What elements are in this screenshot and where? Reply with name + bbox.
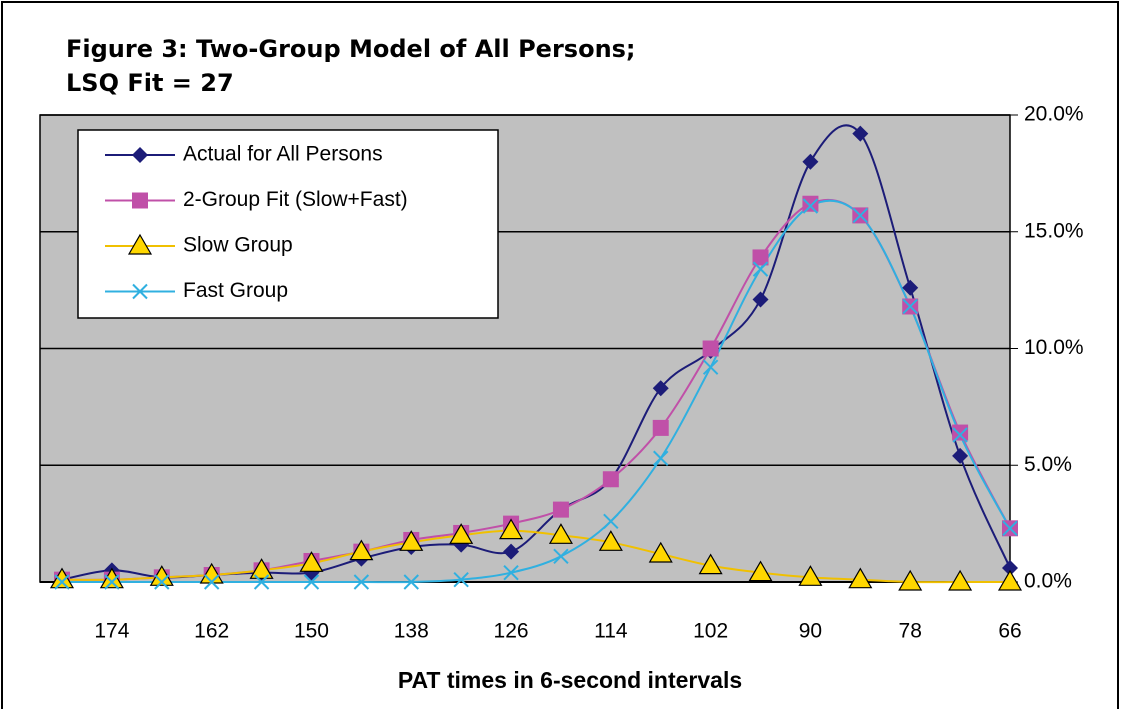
marker-triangle <box>748 560 773 582</box>
marker-x <box>1002 520 1018 537</box>
marker-x <box>852 207 869 224</box>
legend-box <box>77 129 499 319</box>
marker-triangle <box>698 553 723 575</box>
marker-diamond <box>952 447 969 464</box>
x-tick-label: 126 <box>494 620 529 643</box>
legend-label: Actual for All Persons <box>183 143 383 166</box>
marker-triangle <box>299 551 324 572</box>
x-tick-label: 114 <box>594 620 628 643</box>
y-tick-label: 15.0% <box>1024 219 1084 242</box>
marker-triangle <box>948 569 973 591</box>
marker-triangle <box>997 569 1023 591</box>
marker-diamond <box>752 291 769 308</box>
marker-x <box>453 571 469 588</box>
marker-square <box>702 340 719 357</box>
marker-x <box>104 574 120 590</box>
x-tick-label: 90 <box>799 620 822 643</box>
marker-triangle <box>349 539 374 561</box>
x-tick-label: 78 <box>899 620 922 643</box>
y-tick-label: 0.0% <box>1024 570 1072 593</box>
marker-x <box>503 564 519 581</box>
marker-triangle <box>499 518 524 540</box>
marker-x <box>253 574 270 590</box>
marker-triangle <box>127 233 153 255</box>
marker-x <box>403 574 419 590</box>
x-tick-label: 162 <box>194 620 229 643</box>
marker-triangle <box>598 530 623 551</box>
marker-x <box>132 283 148 300</box>
y-tick-label: 10.0% <box>1024 336 1084 359</box>
marker-triangle <box>798 565 823 586</box>
series-line <box>61 199 1011 584</box>
marker-x <box>154 574 170 590</box>
marker-triangle <box>898 569 923 591</box>
marker-diamond <box>1002 559 1018 576</box>
x-axis-label: PAT times in 6-second intervals <box>398 667 742 693</box>
marker-x <box>553 548 569 565</box>
x-tick-label: 174 <box>94 620 129 643</box>
marker-triangle <box>399 530 424 551</box>
marker-diamond <box>802 153 819 170</box>
marker-x <box>303 574 320 590</box>
marker-square <box>602 471 619 488</box>
marker-x <box>54 574 70 590</box>
marker-square <box>802 195 819 212</box>
marker-x <box>702 359 719 375</box>
marker-x <box>353 574 370 590</box>
marker-triangle <box>49 567 75 589</box>
marker-triangle <box>548 523 573 544</box>
x-tick-label: 138 <box>394 620 429 643</box>
marker-square <box>652 419 669 436</box>
x-tick-label: 66 <box>998 620 1021 643</box>
marker-square <box>552 501 569 518</box>
marker-diamond <box>652 380 669 397</box>
legend-label: Fast Group <box>183 279 288 302</box>
marker-diamond <box>132 147 148 163</box>
marker-triangle <box>449 523 474 544</box>
marker-x <box>653 450 669 466</box>
marker-diamond <box>852 125 869 142</box>
marker-diamond <box>503 543 520 560</box>
marker-square <box>132 192 148 209</box>
legend-label: 2-Group Fit (Slow+Fast) <box>183 188 408 211</box>
marker-x <box>802 198 819 214</box>
chart-title: Figure 3: Two-Group Model of All Persons… <box>66 35 636 63</box>
marker-square <box>752 249 769 266</box>
legend: Actual for All Persons 2-Group Fit (Slow+… <box>77 129 499 319</box>
marker-x <box>203 574 220 590</box>
marker-x <box>603 513 619 529</box>
y-tick-label: 20.0% <box>1024 103 1084 126</box>
marker-triangle <box>848 567 873 589</box>
marker-diamond <box>902 279 919 296</box>
marker-square <box>952 424 969 441</box>
chart-subtitle: LSQ Fit = 27 <box>66 69 234 97</box>
x-tick-label: 102 <box>693 620 728 643</box>
x-tick-label: 150 <box>294 620 329 643</box>
marker-x <box>752 261 769 277</box>
marker-x <box>902 298 918 315</box>
marker-triangle <box>648 541 673 563</box>
legend-label: Slow Group <box>183 234 293 257</box>
marker-triangle <box>99 567 124 589</box>
marker-x <box>952 427 968 443</box>
y-tick-label: 5.0% <box>1024 453 1072 476</box>
marker-triangle <box>249 558 274 579</box>
